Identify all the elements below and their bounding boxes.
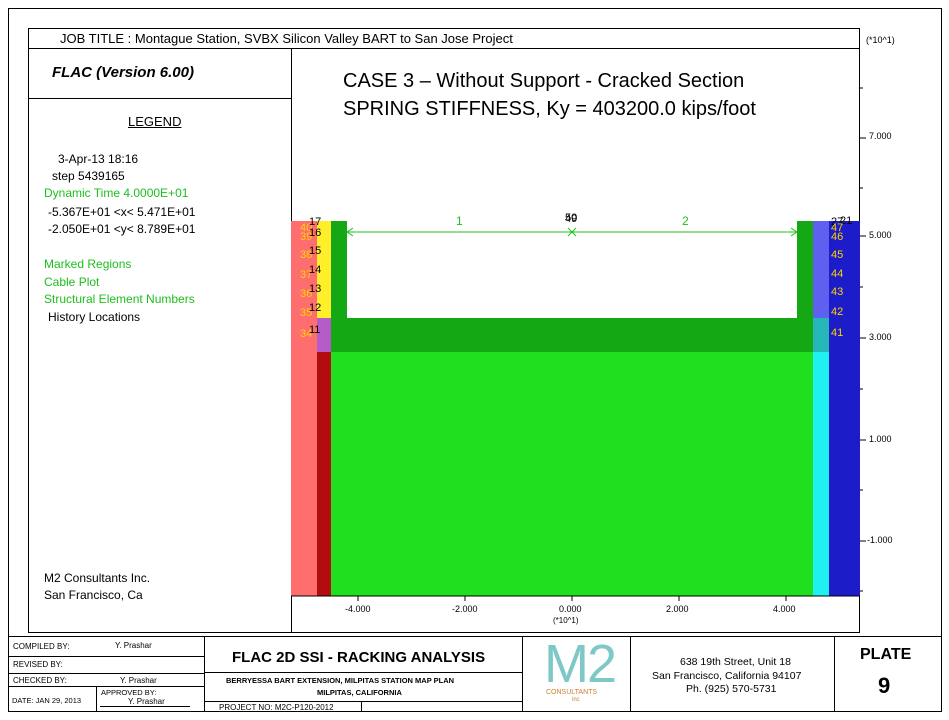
beam-label-1: 1 [456, 214, 463, 228]
checked-by-label: CHECKED BY: [13, 676, 67, 685]
analysis-title: FLAC 2D SSI - RACKING ANALYSIS [232, 649, 486, 666]
checked-by: Y. Prashar [120, 676, 157, 685]
logo-subtitle: CONSULTANTS [546, 689, 598, 696]
compiled-by-label: COMPILED BY: [13, 642, 70, 651]
phone: Ph. (925) 570-5731 [686, 683, 777, 695]
right-boundary-upper [813, 221, 829, 318]
header-divider [28, 48, 860, 49]
case-title: CASE 3 – Without Support - Cracked Secti… [343, 70, 745, 92]
node-label-49: 49 [565, 213, 578, 225]
legend-history-locations: History Locations [48, 310, 141, 324]
left-boundary-column [291, 221, 317, 596]
left-boundary-upper [317, 221, 331, 318]
x-scale-label: (*10^1) [553, 616, 579, 625]
node-label-50: 50 [565, 212, 578, 224]
left-node-label: 12 [309, 302, 322, 314]
right-element-label: 41 [831, 327, 844, 339]
job-title: JOB TITLE : Montague Station, SVBX Silic… [60, 31, 513, 46]
y-tick-label: 7.000 [869, 131, 892, 141]
right-node-label: 21 [840, 215, 853, 227]
left-element-label: 36 [300, 288, 313, 300]
company-name: M2 Consultants Inc. [44, 571, 151, 585]
left-element-label: 40 [300, 222, 313, 234]
company-logo: M2 CONSULTANTS inc [538, 634, 617, 707]
soil-region [331, 352, 813, 596]
approved-by: Y. Prashar [128, 697, 165, 706]
x-tick-label: -2.000 [452, 604, 478, 614]
right-boundary-column [829, 221, 860, 596]
y-tick-label: -1.000 [867, 535, 893, 545]
right-boundary-joint [813, 318, 829, 352]
x-tick-label: 0.000 [559, 604, 582, 614]
left-element-label: 34 [300, 328, 313, 340]
spring-stiffness: SPRING STIFFNESS, Ky = 403200.0 kips/foo… [343, 98, 756, 120]
left-node-label: 13 [309, 283, 322, 295]
legend-title: LEGEND [128, 114, 182, 129]
date: DATE: JAN 29, 2013 [12, 696, 82, 705]
legend-structural-elements: Structural Element Numbers [44, 292, 195, 306]
right-element-label: 44 [831, 268, 844, 280]
revised-by-label: REVISED BY: [13, 660, 63, 669]
logo-inc: inc [572, 697, 580, 703]
project-number: PROJECT NO: M2C-P120-2012 [219, 703, 334, 712]
legend-step: step 5439165 [52, 169, 125, 183]
x-tick-label: 2.000 [666, 604, 689, 614]
left-boundary-joint [317, 318, 331, 352]
beam-label-2: 2 [682, 214, 689, 228]
company-city: San Francisco, Ca [44, 588, 143, 602]
right-element-label: 42 [831, 306, 844, 318]
program-version: FLAC (Version 6.00) [52, 64, 194, 81]
left-node-label: 11 [309, 324, 321, 336]
x-tick-label: 4.000 [773, 604, 796, 614]
y-tick-label: 1.000 [869, 434, 892, 444]
right-wall [797, 221, 813, 319]
plate-number: 9 [878, 673, 891, 698]
left-element-label: 37 [300, 269, 313, 281]
left-element-label: 39 [300, 231, 313, 243]
right-boundary-inner [813, 352, 829, 596]
x-tick-label: -4.000 [345, 604, 371, 614]
project-line-2: MILPITAS, CALIFORNIA [317, 688, 402, 697]
beam-arrow-left [346, 227, 354, 237]
base-slab [331, 318, 813, 352]
plate-label: PLATE [860, 646, 912, 663]
y-tick-label: 3.000 [869, 332, 892, 342]
legend-x-range: -5.367E+01 <x< 5.471E+01 [48, 205, 196, 219]
right-node-label: 27 [831, 216, 844, 228]
legend-cable-plot: Cable Plot [44, 275, 100, 289]
title-block-top [8, 636, 942, 637]
beam-arrow-right [790, 227, 798, 237]
right-element-label: 47 [831, 222, 844, 234]
right-element-label: 43 [831, 286, 844, 298]
y-scale-label: (*10^1) [866, 35, 895, 45]
project-line-1: BERRYESSA BART EXTENSION, MILPITAS STATI… [226, 676, 455, 685]
legend-y-range: -2.050E+01 <y< 8.789E+01 [48, 222, 196, 236]
left-element-label: 35 [300, 307, 313, 319]
left-node-label: 17 [309, 216, 322, 228]
y-tick-label: 5.000 [869, 230, 892, 240]
left-wall [331, 221, 347, 319]
left-node-label: 14 [309, 264, 322, 276]
right-element-label: 46 [831, 231, 844, 243]
logo-mark: M2 [544, 634, 617, 694]
left-node-label: 16 [309, 227, 322, 239]
left-boundary-inner [317, 352, 331, 596]
legend-title-divider [28, 98, 291, 99]
address-line-2: San Francisco, California 94107 [652, 670, 802, 682]
left-node-label: 15 [309, 245, 322, 257]
legend-marked-regions: Marked Regions [44, 257, 132, 271]
compiled-by: Y. Prashar [115, 641, 152, 650]
legend-dynamic-time: Dynamic Time 4.0000E+01 [44, 186, 189, 200]
address-line-1: 638 19th Street, Unit 18 [680, 656, 791, 668]
outer-frame [8, 8, 942, 712]
approved-by-label: APPROVED BY: [101, 688, 157, 697]
left-element-label: 38 [300, 249, 313, 261]
legend-date: 3-Apr-13 18:16 [58, 152, 139, 166]
right-element-label: 45 [831, 249, 844, 261]
